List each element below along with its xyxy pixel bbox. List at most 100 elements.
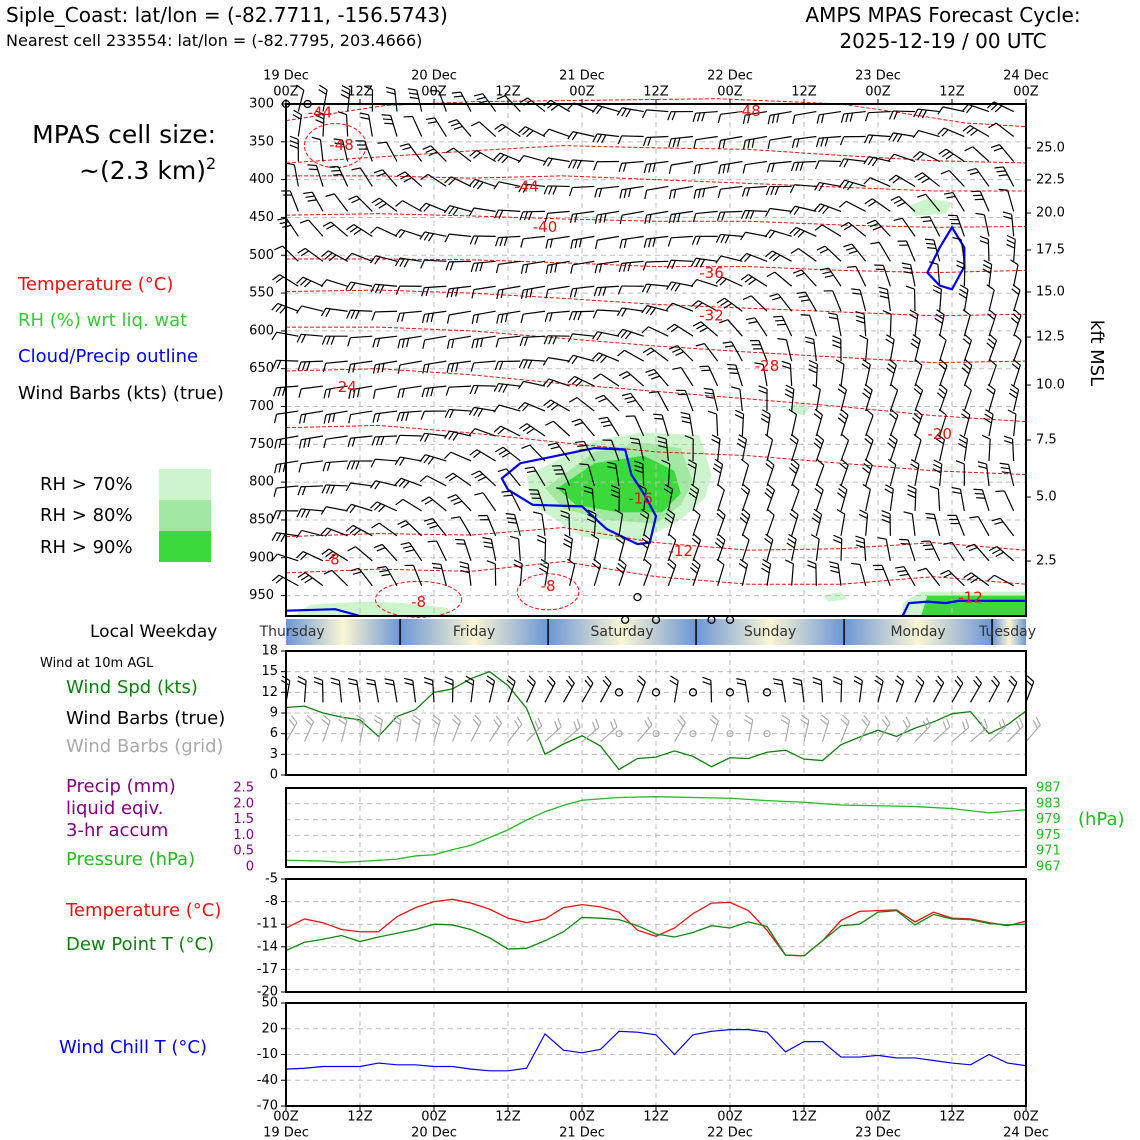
wind-barb xyxy=(668,533,677,541)
wind-barb xyxy=(877,536,887,540)
wind-barb xyxy=(692,508,701,516)
wind-barb xyxy=(696,236,701,245)
wind-barb-true xyxy=(404,682,414,686)
wind-barb xyxy=(567,354,574,363)
wind-barb xyxy=(766,271,776,278)
temp-panel-tick-label: -8 xyxy=(265,894,278,909)
wind-barb xyxy=(445,386,450,396)
wind-barb xyxy=(273,387,277,397)
wind-barb xyxy=(621,235,644,241)
wind-barb xyxy=(424,285,447,289)
wind-barb xyxy=(572,159,595,163)
wind-barb xyxy=(571,377,579,385)
wind-barb xyxy=(893,132,916,138)
windchill-panel-tick-label: -70 xyxy=(257,1099,278,1114)
wind-barb xyxy=(790,433,799,441)
wind-barb xyxy=(630,441,640,445)
cloud-outline xyxy=(285,608,361,618)
wind-barb xyxy=(382,169,398,187)
wind-barb xyxy=(750,295,768,312)
wind-barb xyxy=(518,183,524,193)
wind-barb xyxy=(1013,309,1022,316)
wind-barb xyxy=(468,178,476,187)
wind-barb xyxy=(277,302,299,312)
wind-barb-grid xyxy=(673,722,686,742)
wind-barb xyxy=(471,314,475,324)
wind-barb xyxy=(776,323,787,326)
wind-barb xyxy=(377,363,381,374)
wind-barb xyxy=(498,126,507,133)
wind-barb xyxy=(642,261,647,271)
wind-barb xyxy=(305,509,311,519)
wind-barb xyxy=(400,412,405,422)
wind-barb xyxy=(889,415,899,437)
wind-barb xyxy=(648,163,652,173)
wind-barb xyxy=(473,285,496,291)
wind-barb xyxy=(886,334,895,340)
wind-barb xyxy=(815,138,820,148)
wind-barb xyxy=(594,264,598,274)
wind-barb-true xyxy=(528,675,536,683)
wind-barb xyxy=(540,558,549,565)
wind-barb xyxy=(330,335,336,345)
wind-barb xyxy=(937,264,941,287)
rh90-swatch xyxy=(159,531,211,562)
wind-barb xyxy=(865,513,869,536)
wind-barb xyxy=(473,407,479,417)
wind-barb xyxy=(518,381,525,390)
wind-barb xyxy=(881,510,891,515)
wind-barb xyxy=(376,501,398,512)
bottom-hour-label: 00Z xyxy=(421,1110,447,1125)
wind-barb xyxy=(399,360,422,366)
wind-barb xyxy=(618,558,627,566)
wind-barb xyxy=(545,265,549,275)
wind-barb-true xyxy=(444,680,454,686)
wind-panel-tick-label: 12 xyxy=(261,685,278,700)
wind-barb xyxy=(939,289,943,312)
wind-barb xyxy=(505,468,521,487)
wind-barb xyxy=(836,508,846,515)
wind-barb xyxy=(438,90,447,112)
wind-barb xyxy=(470,263,475,273)
wind-barb-true xyxy=(297,675,307,681)
wind-barb xyxy=(643,539,651,561)
wind-barb xyxy=(419,433,426,442)
wind-barb xyxy=(791,458,800,466)
wind-barb xyxy=(893,217,903,222)
wind-barb xyxy=(370,458,376,468)
wind-barb xyxy=(375,436,380,446)
windchill-panel-tick-label: -10 xyxy=(257,1047,278,1062)
wind-barb xyxy=(529,288,533,298)
wind-barb-grid xyxy=(863,714,871,723)
wind-barb xyxy=(921,540,931,543)
wind-barb xyxy=(833,534,842,540)
temperature-contour-label: -36 xyxy=(699,264,724,282)
wind-barb xyxy=(696,112,701,122)
wind-barb-grid xyxy=(610,721,615,731)
wind-barb xyxy=(617,135,623,145)
pressure-tick-label: 850 xyxy=(249,512,274,527)
wind-barb xyxy=(523,335,546,338)
wind-barb xyxy=(471,289,475,299)
wind-barb xyxy=(914,390,924,412)
wind-barb xyxy=(426,363,430,373)
wind-barb xyxy=(476,96,486,101)
wind-barb xyxy=(840,389,847,412)
wind-barb-true xyxy=(546,679,554,688)
wind-barb xyxy=(865,364,871,387)
wind-barb xyxy=(979,190,990,212)
wind-barb xyxy=(770,186,775,196)
wind-barb xyxy=(399,258,405,267)
wind-barb xyxy=(322,89,328,112)
wind-barb-grid xyxy=(1001,718,1007,728)
wind-barb xyxy=(537,534,546,540)
wind-barb xyxy=(646,160,669,165)
wind-barb xyxy=(689,488,698,495)
wind-barb xyxy=(494,361,499,371)
wind-barb xyxy=(496,314,500,324)
wind-barb xyxy=(937,106,944,115)
wind-barb xyxy=(645,368,655,373)
wind-barb xyxy=(448,385,472,388)
wind-barb xyxy=(839,158,845,168)
wind-barb xyxy=(653,369,669,387)
